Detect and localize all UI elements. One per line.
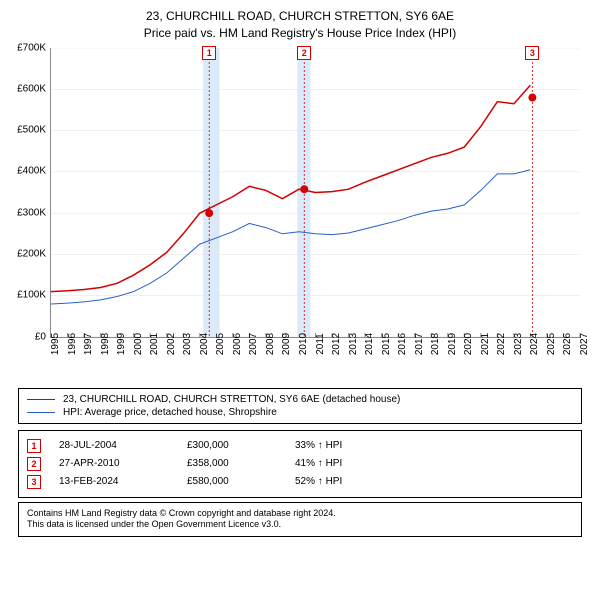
- footer-box: Contains HM Land Registry data © Crown c…: [18, 502, 582, 537]
- legend-label-property: 23, CHURCHILL ROAD, CHURCH STRETTON, SY6…: [63, 394, 400, 405]
- plot-area: 1 2 3: [50, 48, 580, 338]
- event-badge: 1: [27, 439, 41, 453]
- event-row: 1 28-JUL-2004 £300,000 33% ↑ HPI: [27, 437, 573, 455]
- legend-swatch-property: [27, 399, 55, 400]
- y-tick-label: £200K: [17, 249, 46, 260]
- y-tick-label: £400K: [17, 166, 46, 177]
- y-tick-label: £600K: [17, 83, 46, 94]
- event-badge: 3: [27, 475, 41, 489]
- event-badge: 2: [27, 457, 41, 471]
- event-marker-3: 3: [525, 46, 539, 60]
- event-delta: 33% ↑ HPI: [295, 440, 405, 451]
- title-line1: 23, CHURCHILL ROAD, CHURCH STRETTON, SY6…: [12, 8, 588, 25]
- plot-svg: [51, 48, 580, 337]
- footer-line1: Contains HM Land Registry data © Crown c…: [27, 508, 573, 520]
- legend-label-hpi: HPI: Average price, detached house, Shro…: [63, 407, 277, 418]
- event-price: £580,000: [187, 476, 287, 487]
- legend-swatch-hpi: [27, 412, 55, 413]
- event-price: £300,000: [187, 440, 287, 451]
- y-tick-label: £0: [35, 331, 46, 342]
- event-row: 2 27-APR-2010 £358,000 41% ↑ HPI: [27, 455, 573, 473]
- x-axis: 1995199619971998199920002001200220032004…: [50, 340, 580, 380]
- y-tick-label: £300K: [17, 207, 46, 218]
- event-date: 28-JUL-2004: [59, 440, 179, 451]
- event-delta: 41% ↑ HPI: [295, 458, 405, 469]
- series-line-property: [51, 85, 530, 291]
- chart-container: 23, CHURCHILL ROAD, CHURCH STRETTON, SY6…: [0, 0, 600, 545]
- legend-row-property: 23, CHURCHILL ROAD, CHURCH STRETTON, SY6…: [27, 393, 573, 406]
- y-axis: £0£100K£200K£300K£400K£500K£600K£700K: [12, 48, 48, 338]
- event-date: 27-APR-2010: [59, 458, 179, 469]
- event-delta: 52% ↑ HPI: [295, 476, 405, 487]
- legend-box: 23, CHURCHILL ROAD, CHURCH STRETTON, SY6…: [18, 388, 582, 424]
- title-block: 23, CHURCHILL ROAD, CHURCH STRETTON, SY6…: [12, 8, 588, 42]
- event-marker-1: 1: [202, 46, 216, 60]
- event-price: £358,000: [187, 458, 287, 469]
- footer-line2: This data is licensed under the Open Gov…: [27, 519, 573, 531]
- title-line2: Price paid vs. HM Land Registry's House …: [12, 25, 588, 42]
- series-line-hpi: [51, 169, 530, 303]
- event-date: 13-FEB-2024: [59, 476, 179, 487]
- legend-row-hpi: HPI: Average price, detached house, Shro…: [27, 406, 573, 419]
- event-marker-2: 2: [297, 46, 311, 60]
- plot-wrap: £0£100K£200K£300K£400K£500K£600K£700K 12…: [50, 48, 580, 358]
- y-tick-label: £500K: [17, 125, 46, 136]
- events-box: 1 28-JUL-2004 £300,000 33% ↑ HPI 2 27-APR-201…: [18, 430, 582, 498]
- event-row: 3 13-FEB-2024 £580,000 52% ↑ HPI: [27, 473, 573, 491]
- y-tick-label: £100K: [17, 290, 46, 301]
- x-tick-label: 2027: [579, 332, 600, 354]
- y-tick-label: £700K: [17, 42, 46, 53]
